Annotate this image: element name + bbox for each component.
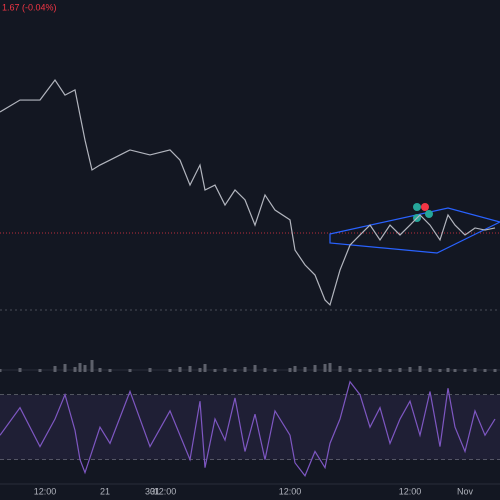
volume-bar xyxy=(178,367,182,372)
volume-bar xyxy=(53,366,57,372)
volume-bar xyxy=(213,369,217,372)
volume-bar xyxy=(446,368,450,372)
volume-bar xyxy=(418,366,422,372)
volume-bar xyxy=(78,363,82,372)
volume-bar xyxy=(168,369,172,372)
volume-bar xyxy=(463,369,467,372)
volume-bar xyxy=(348,368,352,372)
series-line xyxy=(0,380,496,477)
volume-bar xyxy=(128,369,132,372)
volume-bar xyxy=(288,368,292,372)
volume-bar xyxy=(98,368,102,372)
volume-bar xyxy=(328,363,332,372)
volume-bar xyxy=(223,368,227,372)
volume-bar xyxy=(188,366,192,372)
volume-bar xyxy=(358,369,362,372)
volume-bar xyxy=(148,368,152,372)
volume-bar xyxy=(303,367,307,372)
x-tick-label: 12:00 xyxy=(279,486,302,496)
volume-bar xyxy=(63,364,67,372)
sell-marker[interactable] xyxy=(421,203,429,211)
volume-bar xyxy=(263,368,267,372)
buy-marker[interactable] xyxy=(413,203,421,211)
volume-bar xyxy=(453,369,457,372)
volume-bar xyxy=(378,368,382,372)
volume-bar xyxy=(233,369,237,372)
volume-bar xyxy=(198,368,202,372)
volume-bar xyxy=(493,369,497,372)
volume-bar xyxy=(293,366,297,372)
volume-bar xyxy=(408,367,412,372)
volume-bar xyxy=(398,368,402,372)
volume-bar xyxy=(483,369,487,372)
x-tick-label: 12:00 xyxy=(399,486,422,496)
volume-bar xyxy=(253,365,257,372)
x-tick-label: Nov xyxy=(457,486,474,496)
price-change: 1.67 (-0.04%) xyxy=(2,2,57,12)
x-tick-label: 31 xyxy=(150,486,160,496)
x-tick-label: 12:00 xyxy=(154,486,177,496)
x-tick-label: 30 xyxy=(145,486,155,496)
volume-bar xyxy=(203,364,207,372)
volume-bar xyxy=(438,369,442,372)
volume-bar xyxy=(243,367,247,372)
volume-bar xyxy=(73,367,77,372)
volume-bar xyxy=(108,369,112,372)
volume-bar xyxy=(90,360,94,372)
volume-bar xyxy=(428,368,432,372)
buy-marker[interactable] xyxy=(425,210,433,218)
volume-bar xyxy=(0,369,2,372)
volume-bar xyxy=(83,365,87,372)
volume-bar xyxy=(313,365,317,372)
volume-bar xyxy=(18,368,22,372)
volume-bar xyxy=(368,369,372,372)
rsi-band xyxy=(0,394,500,460)
volume-bar xyxy=(338,366,342,372)
volume-bar xyxy=(273,369,277,372)
x-tick-label: 12:00 xyxy=(34,486,57,496)
volume-bar xyxy=(323,364,327,372)
series-line xyxy=(0,78,496,307)
volume-bar xyxy=(38,369,42,372)
volume-bar xyxy=(388,369,392,372)
volume-bar xyxy=(473,368,477,372)
x-tick-label: 21 xyxy=(100,486,110,496)
